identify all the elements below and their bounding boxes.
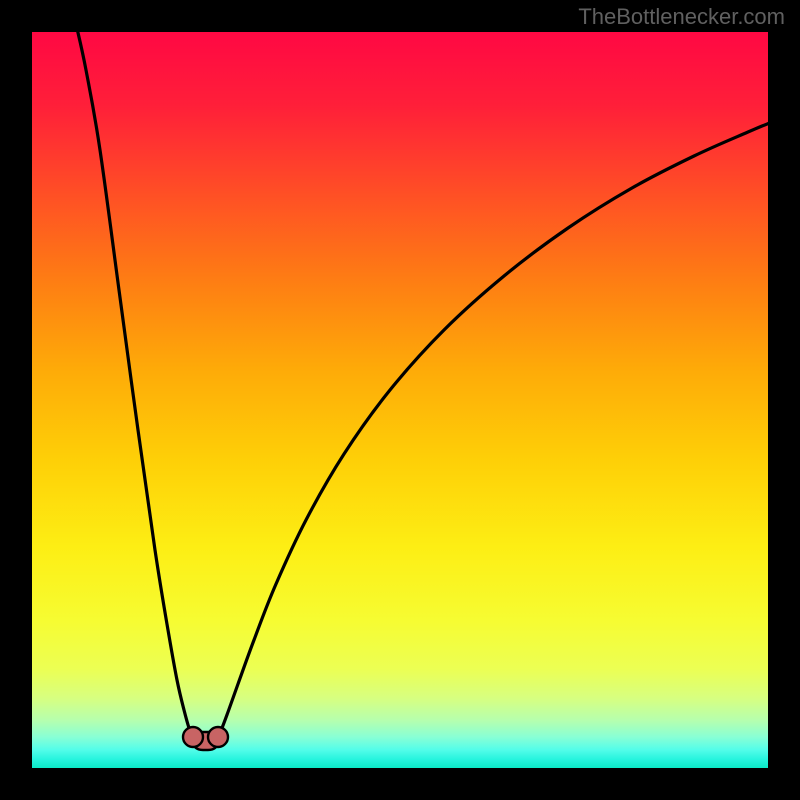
watermark-text: TheBottlenecker.com <box>578 4 785 30</box>
bottleneck-chart <box>32 32 768 768</box>
chart-frame: TheBottlenecker.com <box>0 0 800 800</box>
